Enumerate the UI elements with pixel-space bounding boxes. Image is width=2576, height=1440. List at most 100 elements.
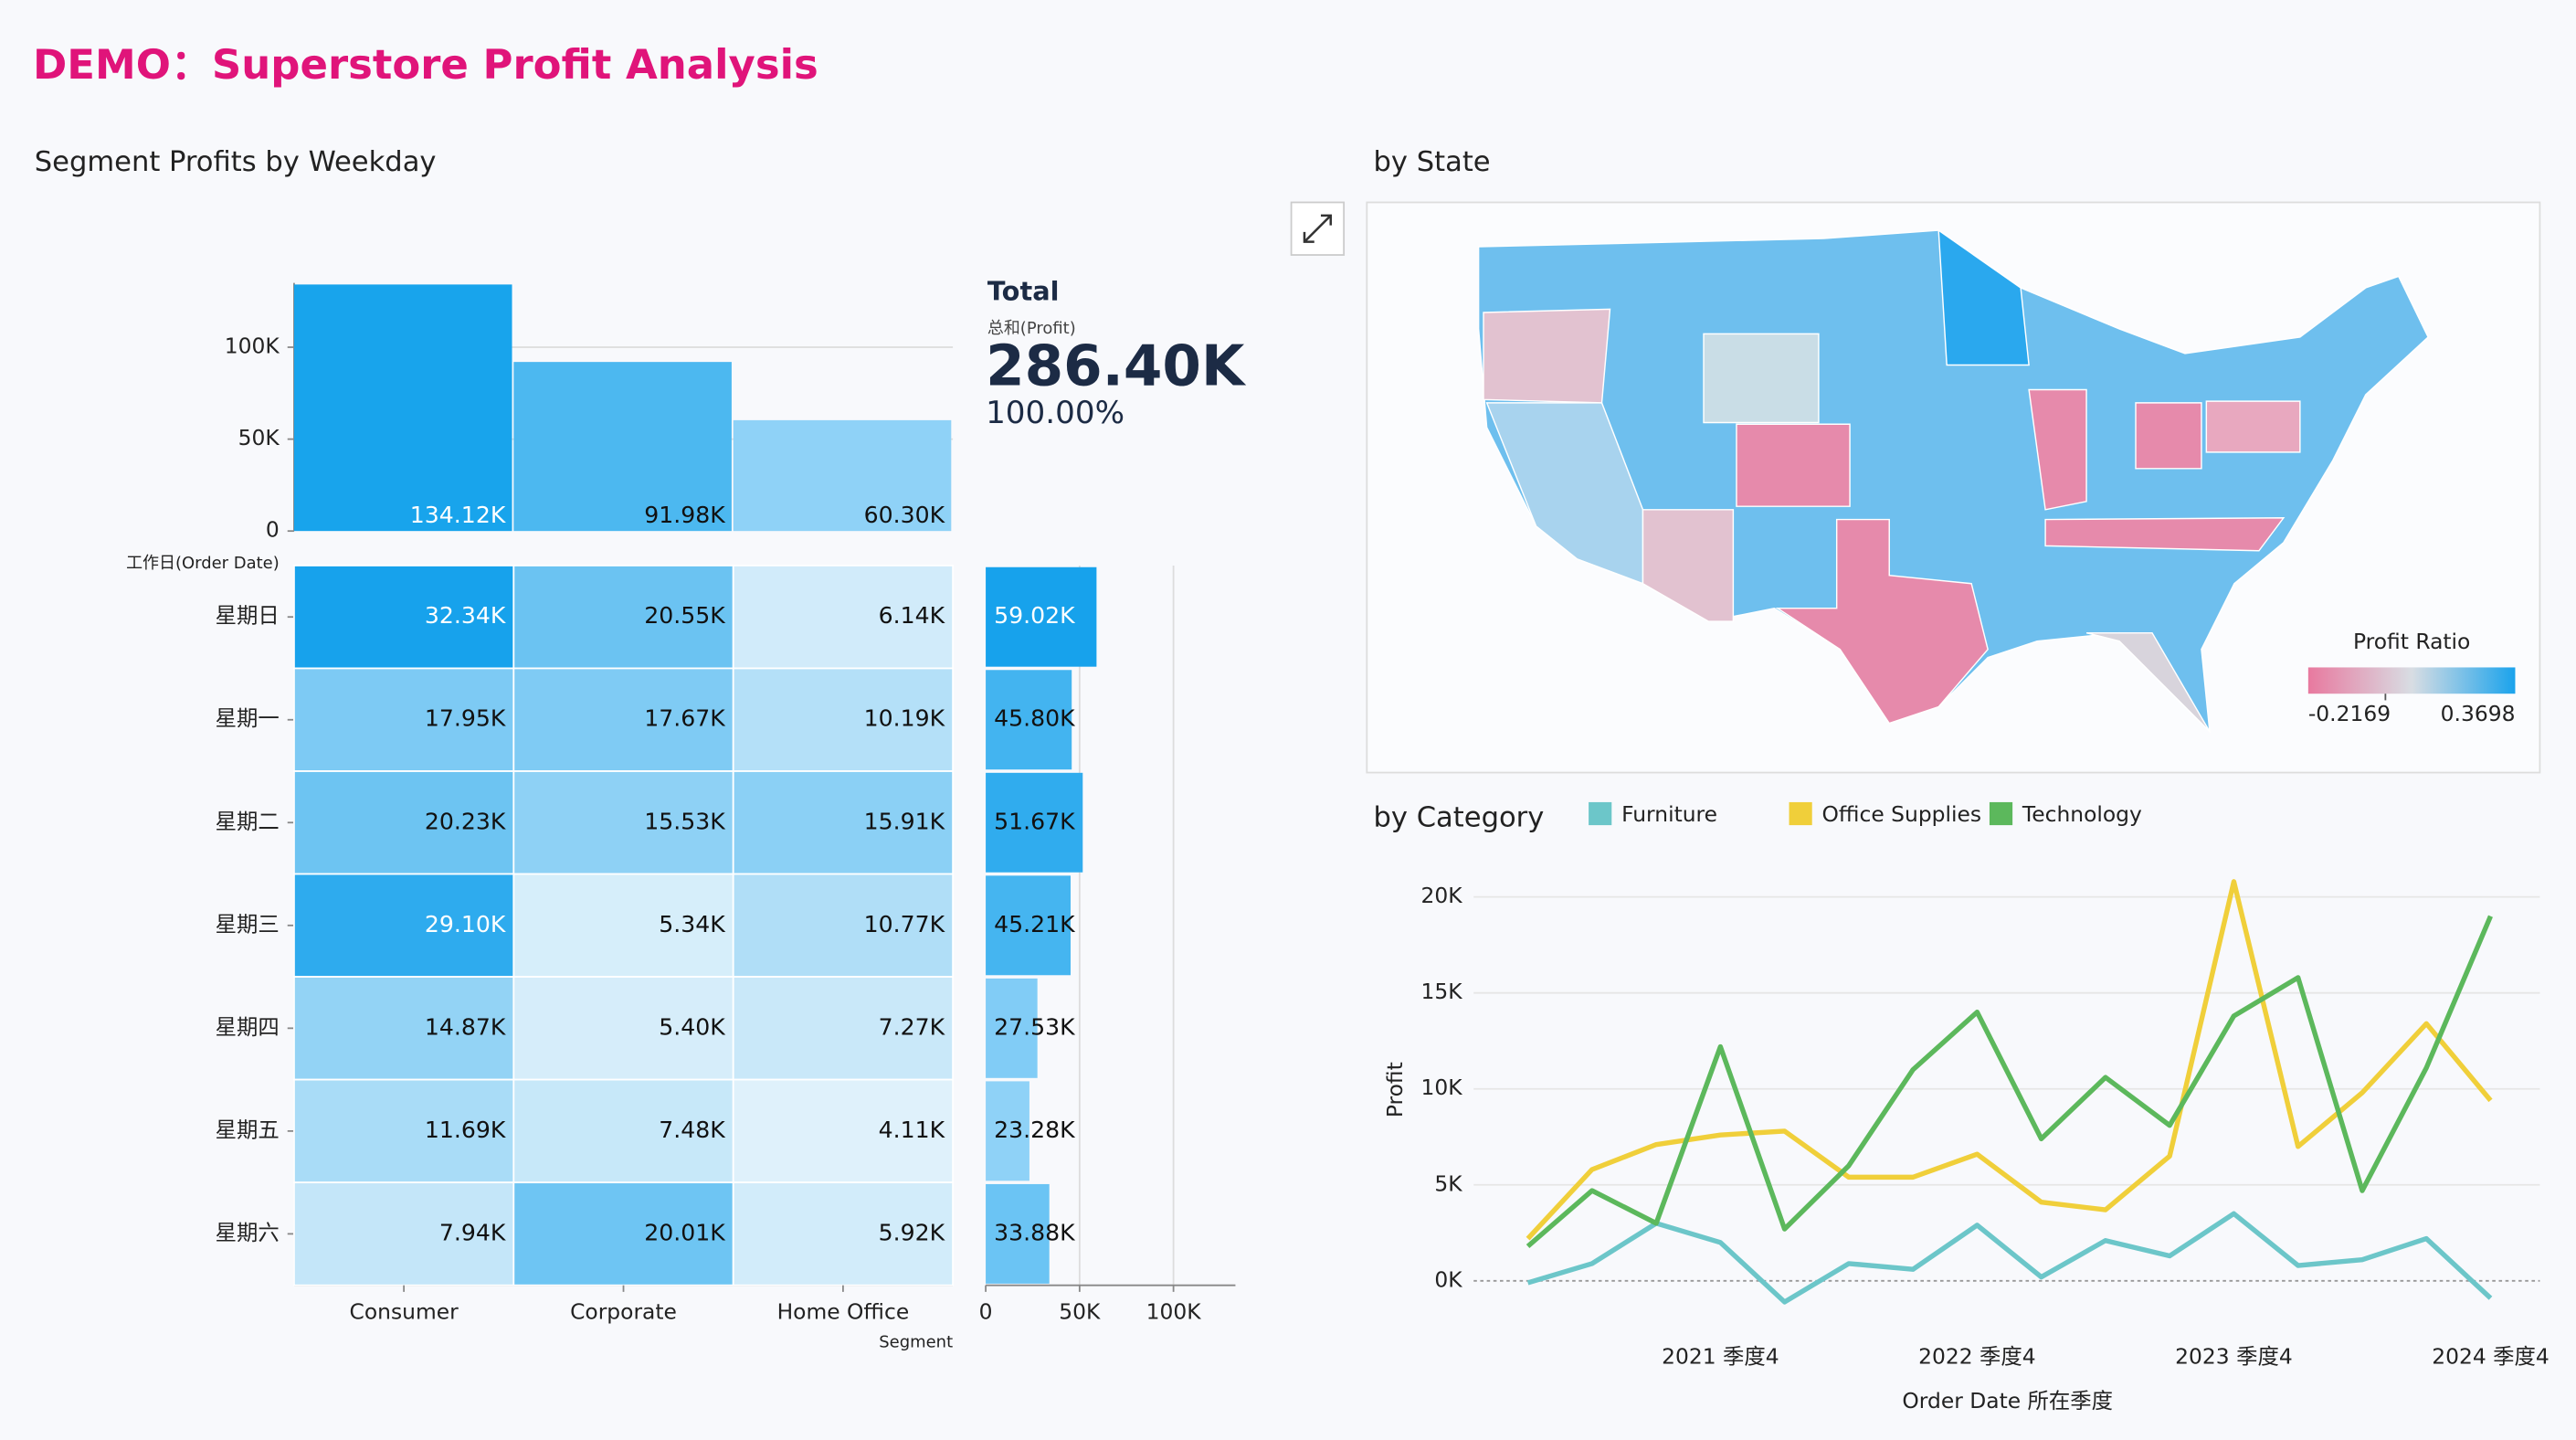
state-region: [1703, 333, 1820, 424]
x-tick-label: 2023 季度4: [2175, 1343, 2293, 1369]
bar: [986, 772, 1083, 873]
cell-label: 4.11K: [879, 1117, 946, 1143]
bar-value-label: 60.30K: [864, 502, 946, 528]
heat-cell: [512, 976, 734, 1081]
bar: [986, 978, 1038, 1078]
state-region: [2028, 388, 2087, 511]
x-tick-label: 2024 季度4: [2432, 1343, 2550, 1369]
legend-swatch: [1789, 801, 1812, 826]
cell-label: 5.92K: [879, 1219, 946, 1245]
x-tick-label: 50K: [1059, 1299, 1101, 1325]
bar-value-label: 33.88K: [994, 1219, 1076, 1245]
cell-label: 10.77K: [864, 911, 946, 937]
section-title: Segment Profits by Weekday: [35, 146, 437, 178]
bar: [293, 284, 512, 532]
x-tick-label: 0: [979, 1299, 993, 1325]
cell-label: 20.23K: [425, 808, 507, 834]
x-tick-label: 2021 季度4: [1662, 1343, 1779, 1369]
cell-label: 10.19K: [864, 705, 946, 732]
state-region: [1483, 308, 1611, 404]
legend-swatch: [1989, 801, 2013, 826]
heat-cell: [732, 976, 955, 1081]
row-label: 星期四: [216, 1014, 280, 1040]
row-label: 星期日: [216, 603, 280, 629]
state-region: [2044, 517, 2286, 552]
y-tick-label: 50K: [238, 425, 280, 450]
kpi-measure: 总和(Profit): [987, 319, 1076, 338]
bar: [733, 419, 952, 532]
legend-title: Profit Ratio: [2353, 629, 2470, 654]
row-label: 星期三: [216, 911, 280, 937]
heat-cell: [512, 565, 734, 670]
heat-cell: [732, 770, 955, 875]
cell-label: 15.91K: [864, 808, 946, 834]
y-tick-label: 0: [266, 517, 280, 543]
legend-label: Furniture: [1621, 801, 1717, 827]
state-region: [2085, 631, 2211, 733]
bar-value-label: 134.12K: [410, 502, 507, 528]
state-region: [1775, 518, 1989, 725]
series-line: [1526, 1211, 2493, 1305]
kpi-value: 286.40K: [986, 334, 1247, 399]
bar-value-label: 23.28K: [994, 1117, 1076, 1143]
heat-cell: [732, 873, 955, 978]
x-tick-label: 100K: [1146, 1299, 1202, 1325]
cell-label: 11.69K: [425, 1117, 507, 1143]
bar-value-label: 27.53K: [994, 1013, 1076, 1040]
bar-value-label: 91.98K: [644, 502, 726, 528]
y-tick-label: 20K: [1421, 883, 1463, 908]
bar: [986, 670, 1072, 770]
heat-cell: [512, 1078, 734, 1184]
x-tick-label: Home Office: [777, 1299, 910, 1325]
y-tick-label: 10K: [1421, 1075, 1463, 1100]
y-axis-label: 工作日(Order Date): [126, 554, 280, 573]
row-label: 星期一: [216, 705, 280, 731]
legend-bar: [2307, 667, 2516, 694]
cell-label: 15.53K: [644, 808, 726, 834]
page-title: DEMO：Superstore Profit Analysis: [33, 40, 818, 89]
bar: [986, 566, 1097, 667]
cell-label: 7.94K: [439, 1219, 507, 1245]
bar-value-label: 45.80K: [994, 705, 1076, 732]
cell-label: 17.95K: [425, 705, 507, 732]
legend-swatch: [1589, 801, 1612, 826]
row-label: 星期五: [216, 1117, 280, 1142]
cell-label: 5.40K: [659, 1013, 726, 1040]
y-tick-label: 100K: [225, 334, 280, 359]
section-title: by Category: [1374, 801, 1545, 833]
row-label: 星期二: [216, 809, 280, 834]
cell-label: 5.34K: [659, 911, 726, 937]
x-tick-label: Corporate: [570, 1299, 677, 1325]
y-tick-label: 5K: [1434, 1170, 1462, 1196]
y-axis-label: Profit: [1382, 1062, 1408, 1117]
cell-label: 7.27K: [879, 1013, 946, 1040]
us-map: [1477, 228, 2430, 734]
expand-button[interactable]: [1290, 201, 1346, 256]
cell-label: 29.10K: [425, 911, 507, 937]
bar-value-label: 51.67K: [994, 808, 1076, 834]
state-region: [1642, 509, 1735, 622]
state-region: [1937, 228, 2030, 366]
x-axis-label: Segment: [879, 1333, 953, 1352]
heat-cell: [512, 1181, 734, 1286]
state-region: [2135, 402, 2202, 470]
legend-label: Technology: [2022, 801, 2142, 827]
legend-min: -0.2169: [2308, 701, 2391, 726]
bar-value-label: 59.02K: [994, 602, 1076, 629]
heat-cell: [293, 1181, 515, 1286]
cell-label: 7.48K: [659, 1117, 726, 1143]
y-tick-label: 15K: [1421, 979, 1463, 1004]
x-axis-label: Order Date 所在季度: [1902, 1388, 2113, 1414]
cell-label: 20.01K: [644, 1219, 726, 1245]
heat-cell: [732, 1078, 955, 1184]
expand-icon[interactable]: [1303, 214, 1333, 243]
state-region: [1736, 423, 1851, 507]
heat-cell: [732, 667, 955, 772]
cell-label: 14.87K: [425, 1013, 507, 1040]
heat-cell: [512, 873, 734, 978]
bar-value-label: 45.21K: [994, 911, 1076, 937]
kpi-label: Total: [987, 275, 1060, 306]
x-tick-label: Consumer: [350, 1299, 459, 1325]
bar: [513, 362, 732, 532]
